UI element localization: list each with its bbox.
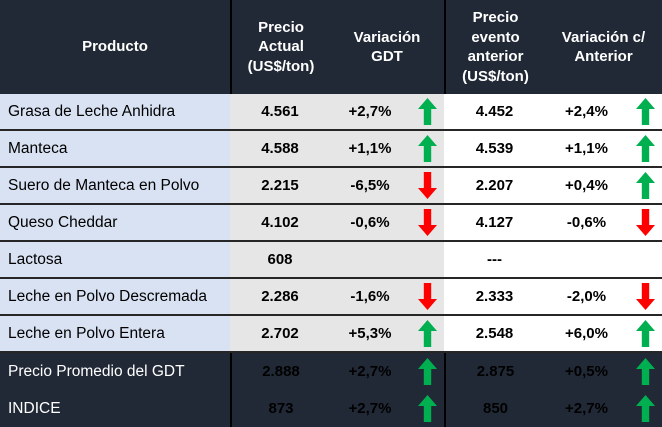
table-header-row: Producto Precio Actual (US$/ton) Variaci… <box>0 0 662 94</box>
previous-price-value: 4.452 <box>444 94 545 129</box>
gdt-variation-value: +2,7% <box>348 400 392 417</box>
column-header-producto: Producto <box>82 38 148 56</box>
trend-arrow-icon <box>628 358 662 385</box>
trend-arrow-icon <box>628 283 662 310</box>
previous-variation-cell: +1,1% <box>545 131 662 166</box>
gdt-variation-cell: +1,1% <box>330 131 444 166</box>
trend-arrow-icon <box>410 209 444 236</box>
previous-variation-value: +6,0% <box>565 325 608 342</box>
gdt-variation-value: -6,5% <box>350 177 390 194</box>
current-price-value: 2.215 <box>230 168 330 203</box>
gdt-variation-value: -0,6% <box>350 214 390 231</box>
previous-variation-value: +2,4% <box>565 103 608 120</box>
product-name: Leche en Polvo Descremada <box>0 279 230 314</box>
table-row-queso-cheddar: Queso Cheddar 4.102 -0,6% 4.127 -0,6% <box>0 205 662 242</box>
previous-variation-cell: -0,6% <box>545 205 662 240</box>
current-price-value: 873 <box>230 390 330 427</box>
previous-variation-value: +2,7% <box>565 400 608 417</box>
trend-arrow-icon <box>628 209 662 236</box>
previous-price-value: 2.207 <box>444 168 545 203</box>
gdt-variation-cell: -1,6% <box>330 279 444 314</box>
previous-variation-value: -0,6% <box>566 214 607 231</box>
product-name: Grasa de Leche Anhidra <box>0 94 230 129</box>
previous-variation-cell <box>545 242 662 277</box>
table-row-manteca: Manteca 4.588 +1,1% 4.539 +1,1% <box>0 131 662 168</box>
previous-variation-cell: +0,4% <box>545 168 662 203</box>
product-name: Lactosa <box>0 242 230 277</box>
trend-arrow-icon <box>628 98 662 125</box>
table-row-suero-de-manteca-en-polvo: Suero de Manteca en Polvo 2.215 -6,5% 2.… <box>0 168 662 205</box>
gdt-variation-cell: -6,5% <box>330 168 444 203</box>
previous-variation-cell: +2,7% <box>545 390 662 427</box>
trend-arrow-icon <box>628 320 662 347</box>
trend-arrow-icon <box>410 135 444 162</box>
gdt-variation-value: +2,7% <box>348 103 392 120</box>
column-header-variacion-gdt: Variación GDT <box>353 28 421 66</box>
previous-price-value: --- <box>444 242 545 277</box>
previous-variation-cell: +6,0% <box>545 316 662 351</box>
trend-arrow-icon <box>628 135 662 162</box>
current-price-value: 2.286 <box>230 279 330 314</box>
previous-variation-value: -2,0% <box>566 288 607 305</box>
gdt-variation-cell: -0,6% <box>330 205 444 240</box>
table-row-lactosa: Lactosa 608 --- <box>0 242 662 279</box>
previous-variation-cell: +0,5% <box>545 353 662 390</box>
current-price-value: 2.702 <box>230 316 330 351</box>
gdt-variation-value: +2,7% <box>348 363 392 380</box>
summary-label: INDICE <box>8 399 61 417</box>
gdt-variation-cell: +2,7% <box>330 390 444 427</box>
column-header-variacion-anterior: Variación c/ Anterior <box>561 28 646 66</box>
table-row-grasa-de-leche-anhidra: Grasa de Leche Anhidra 4.561 +2,7% 4.452… <box>0 94 662 131</box>
gdt-variation-cell: +2,7% <box>330 353 444 390</box>
product-name: Suero de Manteca en Polvo <box>0 168 230 203</box>
summary-label: Precio Promedio del GDT <box>8 362 185 380</box>
current-price-value: 608 <box>230 242 330 277</box>
trend-arrow-icon <box>410 172 444 199</box>
gdt-variation-value: +1,1% <box>348 140 392 157</box>
trend-arrow-icon <box>410 283 444 310</box>
trend-arrow-icon <box>410 320 444 347</box>
product-name: Manteca <box>0 131 230 166</box>
gdt-variation-cell: +5,3% <box>330 316 444 351</box>
summary-row-precio-promedio-gdt: Precio Promedio del GDT 2.888 +2,7% 2.87… <box>0 353 662 390</box>
current-price-value: 4.102 <box>230 205 330 240</box>
trend-arrow-icon <box>628 172 662 199</box>
previous-price-value: 2.548 <box>444 316 545 351</box>
previous-price-value: 2.875 <box>444 353 545 390</box>
current-price-value: 2.888 <box>230 353 330 390</box>
product-name: Queso Cheddar <box>0 205 230 240</box>
column-header-precio-actual: Precio Actual (US$/ton) <box>230 0 330 94</box>
gdt-variation-cell <box>330 242 444 277</box>
previous-price-value: 850 <box>444 390 545 427</box>
previous-variation-cell: -2,0% <box>545 279 662 314</box>
previous-variation-value: +0,4% <box>565 177 608 194</box>
product-name: Leche en Polvo Entera <box>0 316 230 351</box>
previous-price-value: 4.127 <box>444 205 545 240</box>
current-price-value: 4.561 <box>230 94 330 129</box>
trend-arrow-icon <box>410 358 444 385</box>
previous-price-value: 2.333 <box>444 279 545 314</box>
gdt-variation-value: -1,6% <box>350 288 390 305</box>
previous-variation-value: +0,5% <box>565 363 608 380</box>
table-row-leche-en-polvo-descremada: Leche en Polvo Descremada 2.286 -1,6% 2.… <box>0 279 662 316</box>
gdt-variation-value: +5,3% <box>348 325 392 342</box>
summary-row-indice: INDICE 873 +2,7% 850 +2,7% <box>0 390 662 427</box>
trend-arrow-icon <box>410 395 444 422</box>
table-row-leche-en-polvo-entera: Leche en Polvo Entera 2.702 +5,3% 2.548 … <box>0 316 662 353</box>
column-header-precio-evento-anterior: Precio evento anterior (US$/ton) <box>444 0 545 94</box>
trend-arrow-icon <box>410 98 444 125</box>
previous-price-value: 4.539 <box>444 131 545 166</box>
trend-arrow-icon <box>628 395 662 422</box>
previous-variation-cell: +2,4% <box>545 94 662 129</box>
previous-variation-value: +1,1% <box>565 140 608 157</box>
gdt-variation-cell: +2,7% <box>330 94 444 129</box>
current-price-value: 4.588 <box>230 131 330 166</box>
